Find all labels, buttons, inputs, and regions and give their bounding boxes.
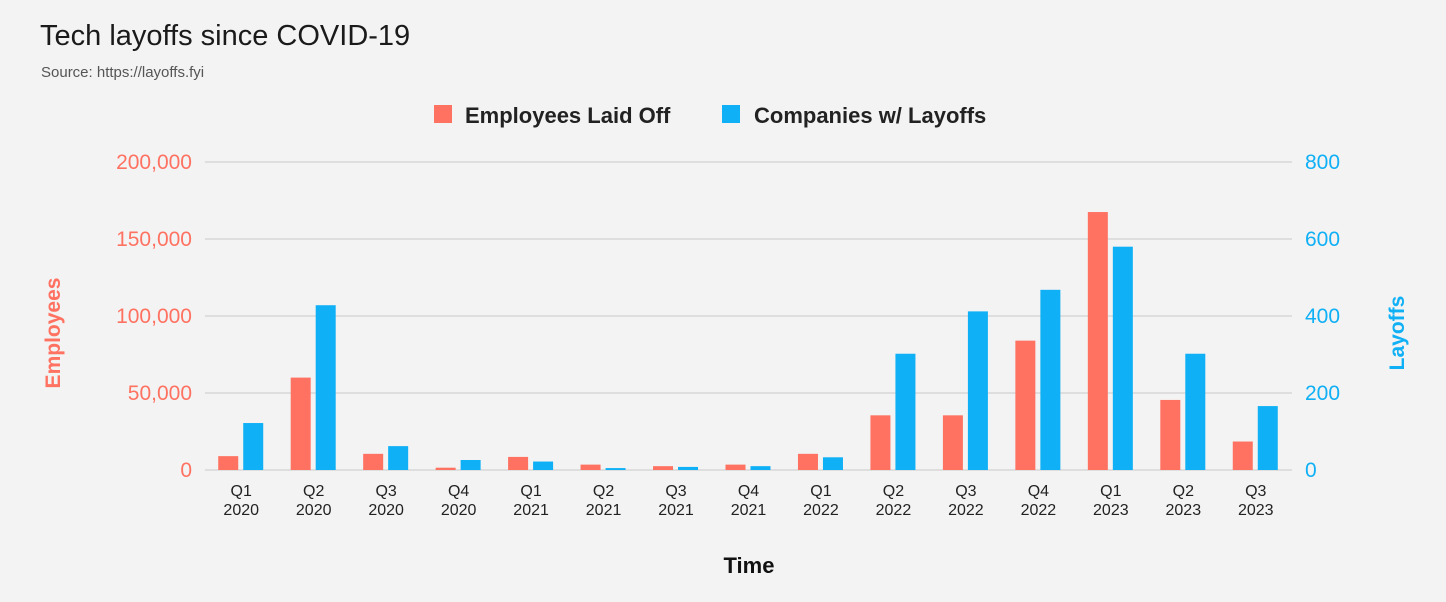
x-axis-tick-year: 2021 xyxy=(586,502,622,519)
x-axis-tick-quarter: Q4 xyxy=(448,483,469,500)
x-axis-title: Time xyxy=(724,553,775,578)
x-axis-tick-year: 2020 xyxy=(296,502,332,519)
x-axis-tick-year: 2020 xyxy=(223,502,259,519)
right-axis-tick-label: 800 xyxy=(1305,151,1340,174)
right-axis-ticks: 0 200 400 600 800 xyxy=(1305,151,1340,482)
bar-companies-with-layoffs xyxy=(750,466,771,470)
x-axis-tick-year: 2023 xyxy=(1238,502,1274,519)
x-axis-tick-quarter: Q2 xyxy=(593,483,614,500)
chart-title: Tech layoffs since COVID-19 xyxy=(40,20,411,52)
bar-companies-with-layoffs xyxy=(243,423,264,470)
bar-companies-with-layoffs xyxy=(967,311,988,470)
x-axis-tick-quarter: Q3 xyxy=(1245,483,1266,500)
bar-companies-with-layoffs xyxy=(1185,353,1206,470)
x-axis-tick-quarter: Q1 xyxy=(1100,483,1121,500)
bar-employees-laid-off xyxy=(363,453,384,470)
x-axis-tick-quarter: Q3 xyxy=(665,483,686,500)
x-axis-tick-year: 2023 xyxy=(1166,502,1202,519)
x-axis-tick-quarter: Q1 xyxy=(810,483,831,500)
bar-employees-laid-off xyxy=(1015,340,1036,470)
bar-companies-with-layoffs xyxy=(533,461,554,470)
x-axis-tick-year: 2020 xyxy=(368,502,404,519)
bar-companies-with-layoffs xyxy=(1112,246,1133,470)
bar-companies-with-layoffs xyxy=(388,446,409,470)
bar-companies-with-layoffs xyxy=(895,353,916,470)
bar-companies-with-layoffs xyxy=(315,305,336,470)
right-axis-tick-label: 400 xyxy=(1305,305,1340,328)
bar-companies-with-layoffs xyxy=(1040,289,1061,470)
bar-employees-laid-off xyxy=(508,456,529,470)
left-axis-tick-label: 0 xyxy=(180,459,192,482)
left-axis-title: Employees xyxy=(42,278,65,389)
x-axis-tick-quarter: Q4 xyxy=(1028,483,1049,500)
gridlines xyxy=(205,161,1292,471)
bar-companies-with-layoffs xyxy=(460,459,481,470)
bar-employees-laid-off xyxy=(797,453,818,470)
bars xyxy=(218,212,1278,471)
x-axis-tick-year: 2022 xyxy=(948,502,984,519)
left-axis-ticks: 0 50,000 100,000 150,000 200,000 xyxy=(116,151,192,482)
chart-source: Source: https://layoffs.fyi xyxy=(41,64,205,81)
left-axis-tick-label: 100,000 xyxy=(116,305,192,328)
bar-employees-laid-off xyxy=(580,464,601,470)
legend-swatch-employees xyxy=(434,105,452,123)
left-axis-tick-label: 50,000 xyxy=(128,382,192,405)
x-axis-tick-year: 2022 xyxy=(876,502,912,519)
x-axis-tick-year: 2022 xyxy=(1021,502,1057,519)
bar-employees-laid-off xyxy=(870,415,891,470)
bar-companies-with-layoffs xyxy=(1257,406,1278,470)
x-axis-tick-year: 2023 xyxy=(1093,502,1129,519)
right-axis-tick-label: 200 xyxy=(1305,382,1340,405)
bar-employees-laid-off xyxy=(435,467,456,470)
right-axis-tick-label: 0 xyxy=(1305,459,1317,482)
x-axis-tick-quarter: Q3 xyxy=(375,483,396,500)
x-axis-tick-year: 2020 xyxy=(441,502,477,519)
bar-employees-laid-off xyxy=(218,456,239,470)
bar-companies-with-layoffs xyxy=(822,457,843,470)
bar-employees-laid-off xyxy=(290,377,311,470)
x-axis-tick-quarter: Q1 xyxy=(231,483,252,500)
right-axis-tick-label: 600 xyxy=(1305,228,1340,251)
x-axis-tick-year: 2021 xyxy=(731,502,767,519)
x-axis-tick-quarter: Q2 xyxy=(303,483,324,500)
x-axis-tick-quarter: Q3 xyxy=(955,483,976,500)
x-axis-tick-quarter: Q2 xyxy=(1173,483,1194,500)
legend: Employees Laid Off Companies w/ Layoffs xyxy=(434,103,986,128)
x-axis-tick-quarter: Q2 xyxy=(883,483,904,500)
left-axis-tick-label: 200,000 xyxy=(116,151,192,174)
legend-swatch-companies xyxy=(722,105,740,123)
bar-employees-laid-off xyxy=(653,466,674,470)
x-axis-ticks: Q1 2020 Q2 2020 Q3 2020 Q4 2020 Q1 2021 Q2 2021 Q3 20… xyxy=(223,483,1273,519)
x-axis-tick-year: 2021 xyxy=(658,502,694,519)
x-axis-tick-year: 2022 xyxy=(803,502,839,519)
bar-employees-laid-off xyxy=(1160,399,1181,470)
bar-companies-with-layoffs xyxy=(605,468,626,470)
bar-employees-laid-off xyxy=(1087,212,1108,471)
bar-employees-laid-off xyxy=(1232,441,1253,470)
x-axis-tick-quarter: Q4 xyxy=(738,483,759,500)
bar-employees-laid-off xyxy=(725,464,746,470)
bar-employees-laid-off xyxy=(942,415,963,470)
right-axis-title: Layoffs xyxy=(1386,296,1409,371)
x-axis-tick-quarter: Q1 xyxy=(520,483,541,500)
legend-label-companies: Companies w/ Layoffs xyxy=(754,103,986,128)
bar-companies-with-layoffs xyxy=(678,466,699,470)
x-axis-tick-year: 2021 xyxy=(513,502,549,519)
legend-label-employees: Employees Laid Off xyxy=(465,103,671,128)
left-axis-tick-label: 150,000 xyxy=(116,228,192,251)
